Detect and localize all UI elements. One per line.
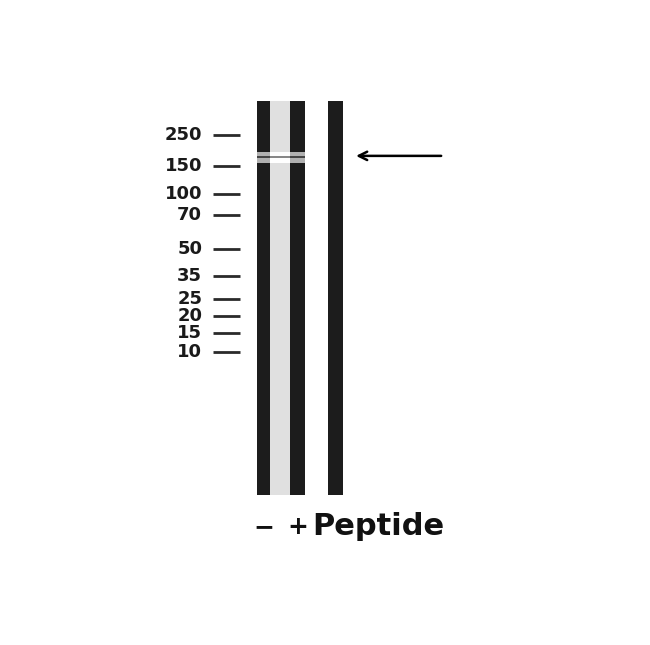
Text: 35: 35 — [177, 267, 202, 285]
Text: 50: 50 — [177, 240, 202, 258]
Bar — [270, 152, 291, 163]
Text: Peptide: Peptide — [313, 512, 445, 541]
Bar — [291, 152, 306, 163]
Bar — [270, 101, 291, 495]
Text: 150: 150 — [164, 157, 202, 175]
Bar — [328, 101, 343, 495]
Text: 70: 70 — [177, 206, 202, 224]
Text: 20: 20 — [177, 307, 202, 325]
Text: 25: 25 — [177, 290, 202, 308]
Text: 100: 100 — [164, 185, 202, 203]
Bar — [257, 152, 270, 163]
Bar — [291, 101, 306, 495]
Bar — [270, 156, 291, 159]
Text: 250: 250 — [164, 126, 202, 144]
Bar — [257, 101, 270, 495]
Bar — [257, 156, 270, 159]
Text: +: + — [287, 515, 308, 539]
Text: 10: 10 — [177, 343, 202, 361]
Text: 15: 15 — [177, 324, 202, 342]
Bar — [291, 156, 306, 159]
Text: −: − — [253, 515, 274, 539]
